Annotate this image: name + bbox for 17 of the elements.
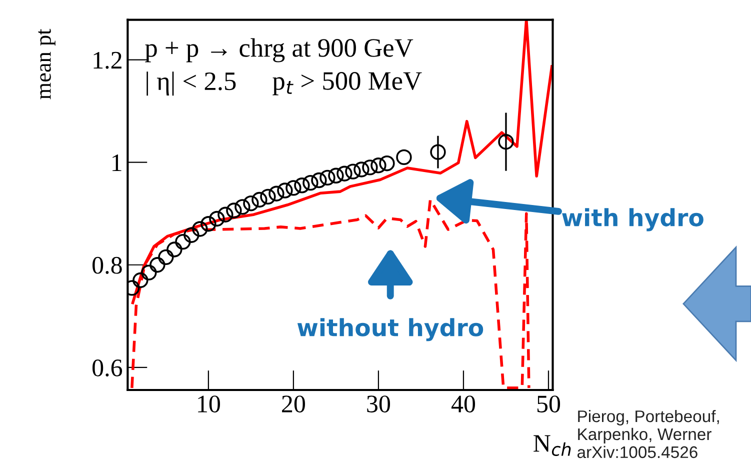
y-axis-title: mean pt [38,28,56,100]
x-tick-label: 10 [198,396,220,412]
annotation: p + p → chrg at 900 GeV [145,38,414,62]
x-tick-label: 20 [282,396,305,412]
y-tick-label: 1 [112,154,122,171]
y-tick-label: 0.6 [92,359,122,376]
annotation: p$_{t}$ > 500 MeV [272,72,422,96]
x-axis-title: N$_{ch}$ [534,435,571,456]
y-tick-label: 1.2 [94,52,122,69]
x-tick-label: 50 [537,396,560,412]
annotation: without hydro [297,318,484,342]
text: with hydro [562,208,704,232]
y-tick-label: 0.8 [92,256,122,274]
x-tick-label: 40 [451,396,476,412]
x-tick-label: 30 [367,396,390,412]
text: Pierog, Portebeouf, Karpenko, Werner arXiv:1005.4526 [577,410,719,458]
annotation: | η| < 2.5 [146,72,236,96]
